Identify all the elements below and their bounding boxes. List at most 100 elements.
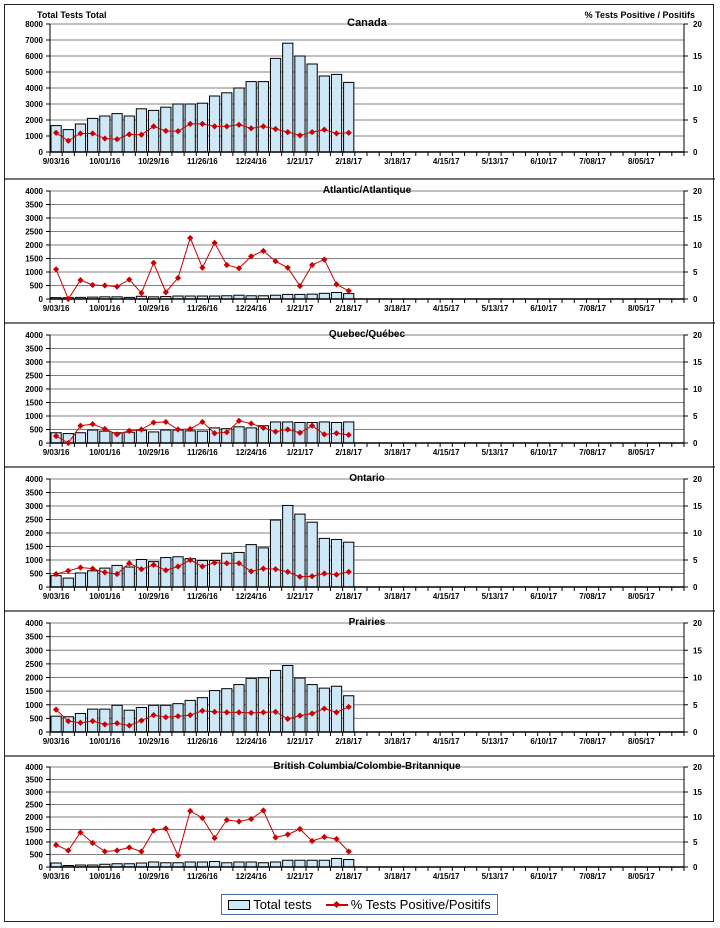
x-tick-label: 9/03/16	[43, 737, 70, 746]
x-tick-label: 8/05/17	[628, 448, 655, 457]
x-tick-label: 6/10/17	[530, 448, 557, 457]
right-axis-title: % Tests Positive / Positifs	[585, 10, 695, 20]
line-marker-prairies	[284, 715, 291, 723]
x-tick-label: 10/29/16	[138, 872, 170, 881]
y-tick-label: 2500	[25, 660, 43, 669]
bar-prairies	[269, 669, 282, 733]
line-marker-prairies	[162, 714, 169, 721]
x-tick-label: 9/03/16	[43, 448, 70, 457]
x-tick-label: 5/13/17	[482, 448, 509, 457]
y-tick-label: 3500	[25, 633, 43, 642]
y-tick-label: 1000	[25, 556, 43, 565]
bar-ontario	[330, 538, 343, 588]
y2-tick-label: 10	[693, 813, 702, 822]
x-tick-label: 12/24/16	[236, 592, 268, 601]
line-marker-ontario	[199, 563, 206, 570]
x-tick-label: 6/10/17	[530, 872, 557, 881]
line-marker-atlantic-atlantique	[77, 276, 84, 284]
y-tick-label: 0	[39, 583, 44, 592]
line-marker-atlantic-atlantique	[150, 259, 157, 266]
line-marker-prairies	[211, 708, 218, 715]
y2-tick-label: 20	[693, 619, 702, 628]
y2-tick-label: 20	[693, 475, 702, 484]
line-marker-british-columbia-colombie-britannique	[150, 827, 157, 834]
line-marker-atlantic-atlantique	[272, 258, 279, 265]
line-marker-atlantic-atlantique	[345, 287, 352, 295]
bar-canada	[233, 87, 245, 153]
line-marker-british-columbia-colombie-britannique	[174, 852, 182, 859]
y2-tick-label: 15	[693, 358, 702, 367]
y-tick-label: 1500	[25, 687, 43, 696]
line-marker-quebec-qu-bec	[272, 428, 279, 435]
line-marker-british-columbia-colombie-britannique	[309, 837, 316, 845]
x-tick-label: 8/05/17	[628, 737, 655, 746]
y-tick-label: 1500	[25, 255, 43, 264]
bar-quebec-qu-bec	[99, 430, 111, 444]
x-tick-label: 1/21/17	[287, 157, 314, 166]
bar-prairies	[50, 715, 62, 733]
line-marker-quebec-qu-bec	[150, 419, 157, 426]
bar-ontario	[135, 558, 148, 588]
y2-tick-label: 5	[693, 412, 698, 421]
y-tick-label: 3000	[25, 788, 43, 797]
bar-ontario	[318, 537, 330, 588]
x-tick-label: 7/08/17	[579, 737, 606, 746]
line-marker-atlantic-atlantique	[113, 283, 121, 290]
bar-canada	[172, 103, 184, 153]
x-tick-label: 7/08/17	[579, 448, 606, 457]
y-tick-label: 3000	[25, 214, 43, 223]
y-tick-label: 4000	[25, 187, 43, 196]
y-tick-label: 1500	[25, 826, 43, 835]
bar-quebec-qu-bec	[74, 432, 87, 444]
bar-british-columbia-colombie-britannique	[282, 859, 294, 868]
bar-canada	[74, 123, 87, 153]
bar-atlantic-atlantique	[318, 292, 330, 300]
bar-quebec-qu-bec	[245, 427, 257, 444]
line-marker-atlantic-atlantique	[235, 265, 243, 272]
y2-tick-label: 15	[693, 214, 702, 223]
x-tick-label: 8/05/17	[628, 872, 655, 881]
line-marker-quebec-qu-bec	[223, 429, 230, 436]
line-marker-british-columbia-colombie-britannique	[321, 833, 328, 841]
line-marker-canada	[187, 120, 194, 127]
line-marker-ontario	[309, 573, 316, 580]
y-tick-label: 2500	[25, 372, 43, 381]
y-tick-label: 2000	[25, 529, 43, 538]
line-marker-canada	[248, 125, 255, 132]
chart-title-ontario: Ontario	[349, 473, 385, 484]
bar-ontario	[233, 551, 245, 588]
bar-canada	[245, 81, 257, 153]
y2-tick-label: 20	[693, 187, 702, 196]
bar-quebec-qu-bec	[196, 430, 209, 444]
line-marker-canada	[162, 127, 169, 134]
y-tick-label: 2500	[25, 801, 43, 810]
y-tick-label: 1000	[25, 412, 43, 421]
x-tick-label: 3/18/17	[384, 157, 411, 166]
line-marker-ontario	[345, 568, 352, 575]
y2-tick-label: 10	[693, 385, 702, 394]
legend-line-label: % Tests Positive/Positifs	[350, 897, 491, 912]
line-marker-prairies	[223, 709, 230, 716]
line-marker-ontario	[260, 565, 267, 572]
bar-british-columbia-colombie-britannique	[343, 859, 355, 868]
x-tick-label: 11/26/16	[187, 592, 218, 601]
bar-british-columbia-colombie-britannique	[330, 858, 343, 868]
line-marker-ontario	[77, 564, 84, 571]
line-marker-canada	[199, 120, 206, 127]
line-marker-quebec-qu-bec	[309, 422, 316, 429]
y-tick-label: 5000	[25, 68, 43, 77]
chart-title-british-columbia-colombie-britannique: British Columbia/Colombie-Britannique	[273, 761, 461, 772]
x-tick-label: 5/13/17	[482, 592, 509, 601]
x-tick-label: 4/15/17	[433, 157, 460, 166]
bar-british-columbia-colombie-britannique	[318, 859, 330, 868]
bar-canada	[184, 103, 196, 153]
y-tick-label: 3500	[25, 489, 43, 498]
y-tick-label: 2500	[25, 228, 43, 237]
x-tick-label: 10/01/16	[89, 737, 121, 746]
line-marker-quebec-qu-bec	[296, 429, 304, 436]
x-tick-label: 12/24/16	[236, 157, 268, 166]
bar-prairies	[111, 704, 123, 733]
bar-ontario	[221, 552, 233, 588]
x-tick-label: 11/26/16	[187, 737, 218, 746]
y-tick-label: 3000	[25, 358, 43, 367]
